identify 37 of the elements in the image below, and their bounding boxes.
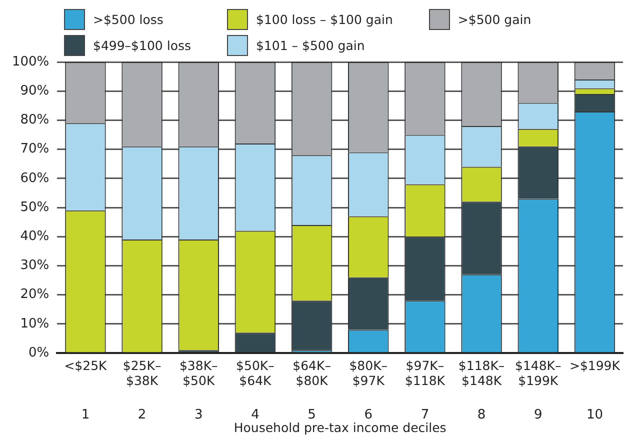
- legend-label: $499–$100 loss: [93, 38, 191, 52]
- x-tick-label: <$25K: [64, 358, 108, 373]
- y-tick-label: 60%: [20, 170, 50, 186]
- y-tick-label: 70%: [20, 142, 50, 157]
- text: 8: [477, 407, 486, 422]
- text: 1: [81, 407, 90, 422]
- y-tick-label: 10%: [20, 316, 50, 332]
- x-tick-label: $50K–$64K: [236, 358, 274, 388]
- x-tick-label: $97K–$118K: [404, 358, 446, 388]
- text: 7: [420, 407, 430, 422]
- x-tick-label: $118K–$148K: [458, 358, 505, 388]
- x-tick-label: $148K–$199K: [514, 358, 562, 388]
- x-tick-label: $80K–$97K: [349, 358, 388, 388]
- x-tick-label: $25K–$38K: [122, 358, 162, 388]
- x-tick-label: $64K–$80K: [292, 358, 331, 388]
- y-tick-label: 100%: [12, 54, 50, 70]
- legend-label: $100 loss – $100 gain: [256, 12, 393, 26]
- legend-label: >$500 gain: [458, 12, 532, 26]
- y-tick-label: 40%: [20, 228, 50, 244]
- text: 9: [534, 407, 542, 422]
- text: 6: [364, 407, 373, 422]
- y-tick-label: 0%: [28, 345, 50, 360]
- text: 2: [138, 407, 146, 422]
- text: 4: [251, 407, 260, 422]
- y-tick-label: 80%: [20, 112, 50, 128]
- text: 10: [586, 407, 603, 422]
- y-tick-label: 50%: [20, 200, 50, 215]
- text: 5: [308, 407, 316, 422]
- legend-label: >$500 loss: [93, 12, 164, 26]
- y-tick-label: 90%: [20, 83, 50, 98]
- y-tick-label: 30%: [20, 258, 50, 274]
- legend-label: $101 – $500 gain: [256, 38, 365, 52]
- x-axis-title: Household pre-tax income deciles: [234, 420, 446, 435]
- x-tick-label: $38K–$50K: [179, 358, 218, 388]
- text: 3: [194, 407, 203, 422]
- y-tick-label: 20%: [20, 287, 50, 302]
- x-tick-label: >$199K: [569, 358, 621, 373]
